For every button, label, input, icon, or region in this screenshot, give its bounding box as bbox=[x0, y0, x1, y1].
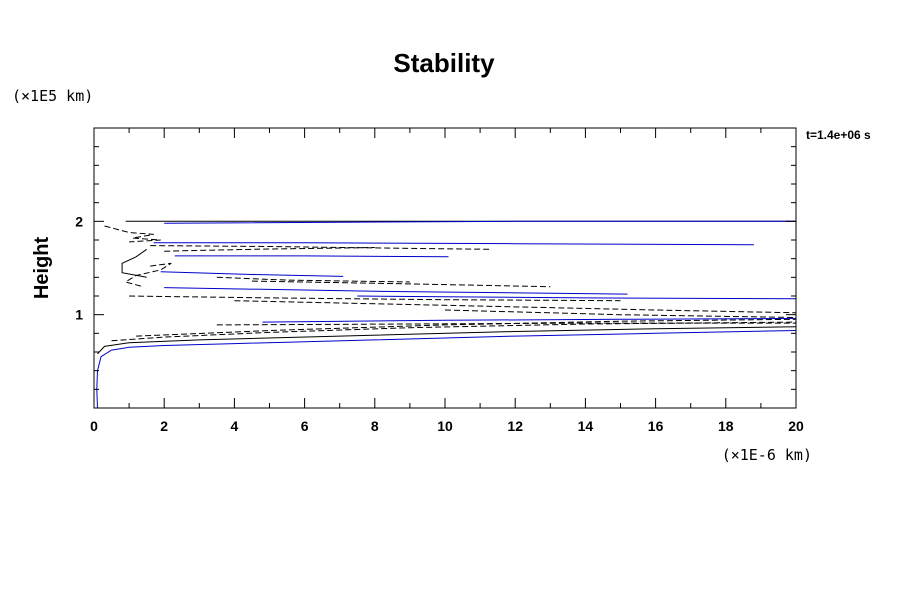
x-tick-label: 20 bbox=[788, 418, 804, 434]
x-tick-label: 8 bbox=[371, 418, 379, 434]
y-tick-label: 2 bbox=[75, 213, 83, 229]
contour-line-22 bbox=[234, 300, 797, 314]
contour-line-19 bbox=[164, 287, 628, 295]
contour-line-3 bbox=[111, 321, 797, 342]
y-axis-label: Height bbox=[31, 237, 53, 300]
contour-line-12 bbox=[164, 247, 375, 252]
contour-line-16 bbox=[160, 271, 344, 277]
x-tick-label: 12 bbox=[507, 418, 523, 434]
x-tick-label: 4 bbox=[231, 418, 239, 434]
x-tick-label: 18 bbox=[718, 418, 734, 434]
contour-line-17 bbox=[216, 276, 410, 283]
y-tick-label: 1 bbox=[75, 307, 83, 323]
contour-line-20 bbox=[129, 295, 621, 302]
contour-line-21 bbox=[357, 295, 797, 300]
y-tick-labels: 12 bbox=[75, 213, 83, 322]
contour-line-10 bbox=[153, 242, 754, 246]
contour-line-8 bbox=[164, 220, 796, 224]
contour-line-11 bbox=[150, 245, 491, 250]
chart-title: Stability bbox=[393, 48, 495, 78]
axes bbox=[93, 127, 797, 409]
contour-line-9 bbox=[104, 225, 161, 243]
x-tick-label: 14 bbox=[578, 418, 594, 434]
contour-line-13 bbox=[174, 255, 449, 258]
x-tick-label: 16 bbox=[648, 418, 664, 434]
x-tick-labels: 0 2 4 6 8 10 12 14 16 18 20 bbox=[90, 418, 804, 434]
x-unit-label: (×1E-6 km) bbox=[722, 446, 812, 464]
x-tick-label: 6 bbox=[301, 418, 309, 434]
contour-line-5 bbox=[262, 317, 797, 323]
x-tick-label: 10 bbox=[437, 418, 453, 434]
contour-line-1 bbox=[96, 330, 797, 409]
x-tick-label: 2 bbox=[160, 418, 168, 434]
contour-lines bbox=[96, 220, 797, 409]
contour-line-18 bbox=[251, 280, 551, 288]
contour-line-14 bbox=[121, 248, 147, 278]
contour-line-15 bbox=[124, 262, 172, 288]
plot-frame bbox=[93, 127, 797, 409]
contour-line-2 bbox=[97, 326, 797, 355]
time-annotation: t=1.4e+06 s bbox=[806, 128, 871, 142]
x-tick-label: 0 bbox=[90, 418, 98, 434]
y-unit-label: (×1E5 km) bbox=[12, 87, 93, 105]
contour-line-23 bbox=[444, 309, 797, 318]
contour-line-4 bbox=[136, 318, 797, 337]
contour-line-6 bbox=[216, 322, 796, 326]
